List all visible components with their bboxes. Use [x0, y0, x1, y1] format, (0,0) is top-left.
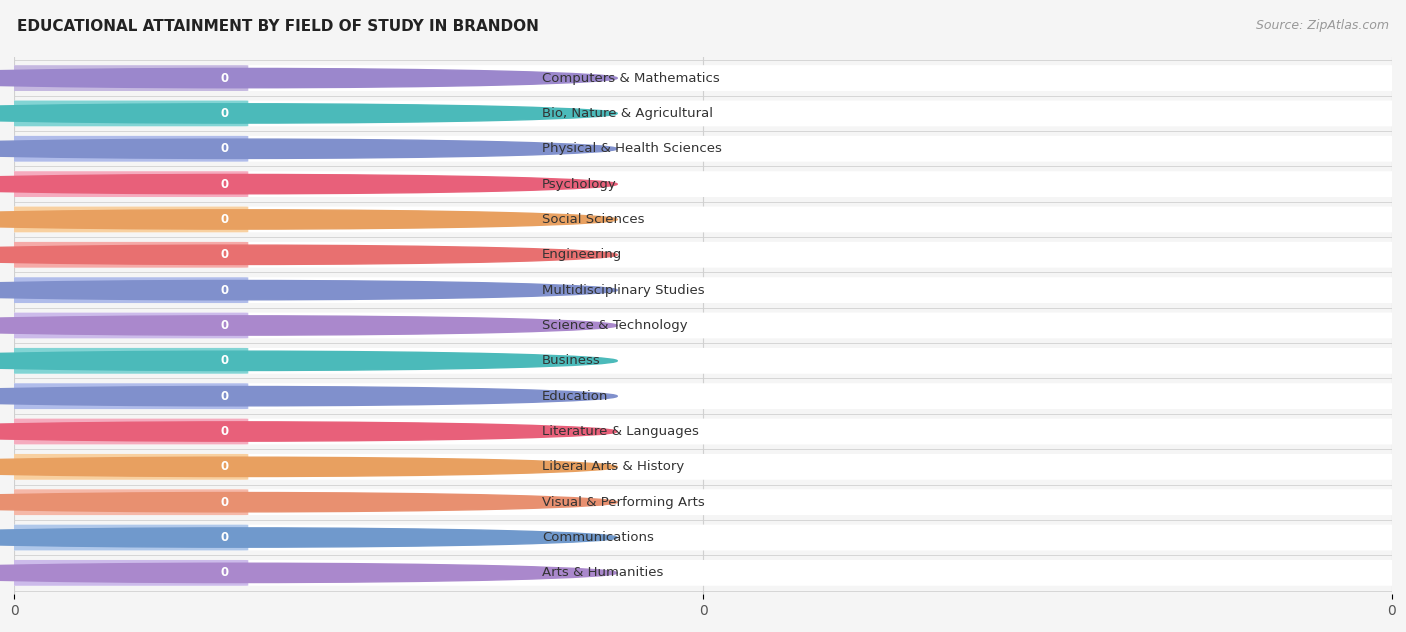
Text: Computers & Mathematics: Computers & Mathematics	[541, 71, 720, 85]
FancyBboxPatch shape	[208, 140, 242, 157]
FancyBboxPatch shape	[208, 459, 242, 475]
FancyBboxPatch shape	[208, 105, 242, 121]
Text: Physical & Health Sciences: Physical & Health Sciences	[541, 142, 721, 155]
FancyBboxPatch shape	[7, 489, 1399, 515]
Text: 0: 0	[221, 319, 229, 332]
FancyBboxPatch shape	[208, 282, 242, 298]
FancyBboxPatch shape	[7, 171, 249, 197]
FancyBboxPatch shape	[208, 423, 242, 440]
FancyBboxPatch shape	[7, 277, 1399, 303]
Circle shape	[0, 174, 617, 194]
FancyBboxPatch shape	[7, 348, 249, 374]
Text: Social Sciences: Social Sciences	[541, 213, 644, 226]
FancyBboxPatch shape	[208, 246, 242, 263]
Text: 0: 0	[221, 248, 229, 261]
FancyBboxPatch shape	[7, 489, 249, 515]
Circle shape	[0, 68, 617, 88]
FancyBboxPatch shape	[7, 242, 249, 268]
FancyBboxPatch shape	[7, 454, 249, 480]
FancyBboxPatch shape	[7, 313, 249, 338]
FancyBboxPatch shape	[7, 454, 1399, 480]
FancyBboxPatch shape	[7, 560, 1399, 586]
Text: Psychology: Psychology	[541, 178, 617, 191]
Text: 0: 0	[221, 284, 229, 296]
Text: 0: 0	[221, 425, 229, 438]
Text: Education: Education	[541, 390, 609, 403]
FancyBboxPatch shape	[208, 353, 242, 369]
Text: 0: 0	[221, 355, 229, 367]
Text: Bio, Nature & Agricultural: Bio, Nature & Agricultural	[541, 107, 713, 120]
Text: Arts & Humanities: Arts & Humanities	[541, 566, 664, 580]
Circle shape	[0, 245, 617, 264]
Text: EDUCATIONAL ATTAINMENT BY FIELD OF STUDY IN BRANDON: EDUCATIONAL ATTAINMENT BY FIELD OF STUDY…	[17, 19, 538, 34]
Circle shape	[0, 422, 617, 441]
Text: Engineering: Engineering	[541, 248, 621, 261]
FancyBboxPatch shape	[7, 171, 1399, 197]
FancyBboxPatch shape	[7, 418, 1399, 444]
FancyBboxPatch shape	[208, 564, 242, 581]
FancyBboxPatch shape	[7, 525, 249, 550]
FancyBboxPatch shape	[7, 207, 1399, 233]
Text: 0: 0	[221, 495, 229, 509]
FancyBboxPatch shape	[7, 100, 1399, 126]
FancyBboxPatch shape	[7, 277, 249, 303]
Text: 0: 0	[221, 213, 229, 226]
FancyBboxPatch shape	[208, 317, 242, 334]
Circle shape	[0, 210, 617, 229]
Circle shape	[0, 104, 617, 123]
FancyBboxPatch shape	[7, 65, 249, 91]
FancyBboxPatch shape	[208, 388, 242, 404]
Circle shape	[0, 492, 617, 512]
Text: Literature & Languages: Literature & Languages	[541, 425, 699, 438]
FancyBboxPatch shape	[7, 560, 249, 586]
Text: 0: 0	[221, 71, 229, 85]
FancyBboxPatch shape	[7, 207, 249, 233]
FancyBboxPatch shape	[7, 348, 1399, 374]
Text: Visual & Performing Arts: Visual & Performing Arts	[541, 495, 704, 509]
Text: Liberal Arts & History: Liberal Arts & History	[541, 460, 685, 473]
Circle shape	[0, 528, 617, 547]
FancyBboxPatch shape	[7, 383, 1399, 409]
FancyBboxPatch shape	[7, 242, 1399, 268]
FancyBboxPatch shape	[7, 100, 249, 126]
Text: 0: 0	[221, 460, 229, 473]
Text: 0: 0	[221, 566, 229, 580]
FancyBboxPatch shape	[7, 65, 1399, 91]
Circle shape	[0, 139, 617, 159]
Circle shape	[0, 281, 617, 300]
Circle shape	[0, 563, 617, 583]
Text: 0: 0	[221, 531, 229, 544]
Text: Science & Technology: Science & Technology	[541, 319, 688, 332]
FancyBboxPatch shape	[208, 176, 242, 192]
Circle shape	[0, 387, 617, 406]
Circle shape	[0, 457, 617, 477]
Text: 0: 0	[221, 178, 229, 191]
FancyBboxPatch shape	[7, 418, 249, 444]
FancyBboxPatch shape	[7, 136, 249, 162]
FancyBboxPatch shape	[208, 211, 242, 228]
FancyBboxPatch shape	[7, 383, 249, 409]
FancyBboxPatch shape	[208, 494, 242, 511]
Circle shape	[0, 351, 617, 370]
Circle shape	[0, 316, 617, 335]
Text: 0: 0	[221, 390, 229, 403]
Text: Communications: Communications	[541, 531, 654, 544]
Text: 0: 0	[221, 107, 229, 120]
FancyBboxPatch shape	[208, 530, 242, 546]
Text: Business: Business	[541, 355, 600, 367]
FancyBboxPatch shape	[7, 313, 1399, 338]
FancyBboxPatch shape	[208, 70, 242, 87]
Text: Source: ZipAtlas.com: Source: ZipAtlas.com	[1256, 19, 1389, 32]
Text: 0: 0	[221, 142, 229, 155]
Text: Multidisciplinary Studies: Multidisciplinary Studies	[541, 284, 704, 296]
FancyBboxPatch shape	[7, 525, 1399, 550]
FancyBboxPatch shape	[7, 136, 1399, 162]
